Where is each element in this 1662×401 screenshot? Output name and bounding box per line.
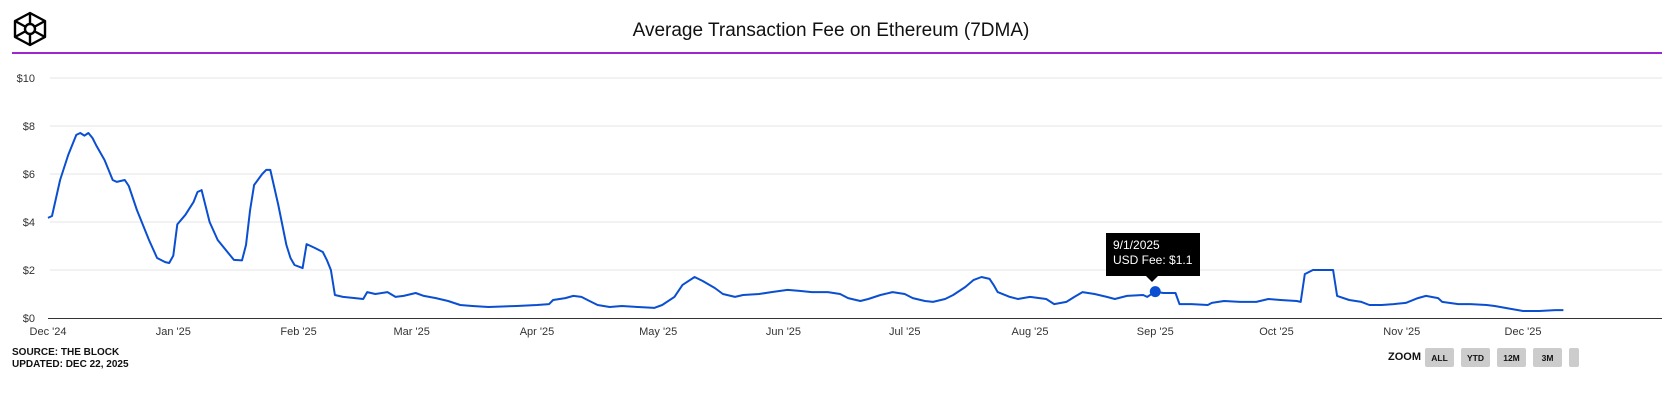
chart-title: Average Transaction Fee on Ethereum (7DM…	[632, 20, 1030, 41]
y-tick-label: $6	[23, 169, 35, 181]
y-tick-label: $2	[23, 265, 35, 277]
x-tick-label: Aug '25	[1012, 326, 1049, 338]
x-tick-label: Dec '25	[1505, 326, 1542, 338]
zoom-12m-button[interactable]: 12M	[1497, 348, 1526, 367]
x-tick-label: May '25	[639, 326, 677, 338]
highlight-point	[1149, 286, 1161, 298]
tooltip-value: USD Fee: $1.1	[1113, 253, 1193, 267]
x-tick-label: Mar '25	[394, 326, 430, 338]
zoom-ytd-button[interactable]: YTD	[1461, 348, 1490, 367]
y-tick-label: $4	[23, 217, 35, 229]
zoom-more-button[interactable]	[1569, 348, 1579, 367]
y-tick-label: $10	[17, 73, 35, 85]
zoom-label: ZOOM	[1388, 351, 1421, 363]
header-divider	[12, 52, 1662, 54]
x-tick-label: Feb '25	[280, 326, 316, 338]
y-tick-label: $8	[23, 121, 35, 133]
tooltip: 9/1/2025 USD Fee: $1.1	[1106, 233, 1200, 282]
the-block-logo	[13, 11, 47, 47]
zoom-3m-button[interactable]: 3M	[1533, 348, 1562, 367]
source-label: SOURCE: THE BLOCK	[12, 347, 120, 358]
x-tick-label: Dec '24	[30, 326, 67, 338]
y-tick-label: $0	[23, 313, 35, 325]
line-chart: $0 $2 $4 $6 $8 $10 Dec '24 Jan '25 Feb '25 Mar '2…	[17, 73, 1662, 338]
fee-line	[47, 132, 1564, 312]
x-tick-label: Sep '25	[1137, 326, 1174, 338]
x-tick-label: Nov '25	[1383, 326, 1420, 338]
x-tick-label: Oct '25	[1259, 326, 1294, 338]
zoom-all-button[interactable]: ALL	[1425, 348, 1454, 367]
x-tick-label: Jul '25	[889, 326, 920, 338]
x-tick-label: Apr '25	[520, 326, 555, 338]
updated-label: UPDATED: DEC 22, 2025	[12, 359, 129, 370]
x-tick-label: Jun '25	[766, 326, 801, 338]
tooltip-date: 9/1/2025	[1113, 238, 1160, 252]
x-tick-label: Jan '25	[156, 326, 191, 338]
